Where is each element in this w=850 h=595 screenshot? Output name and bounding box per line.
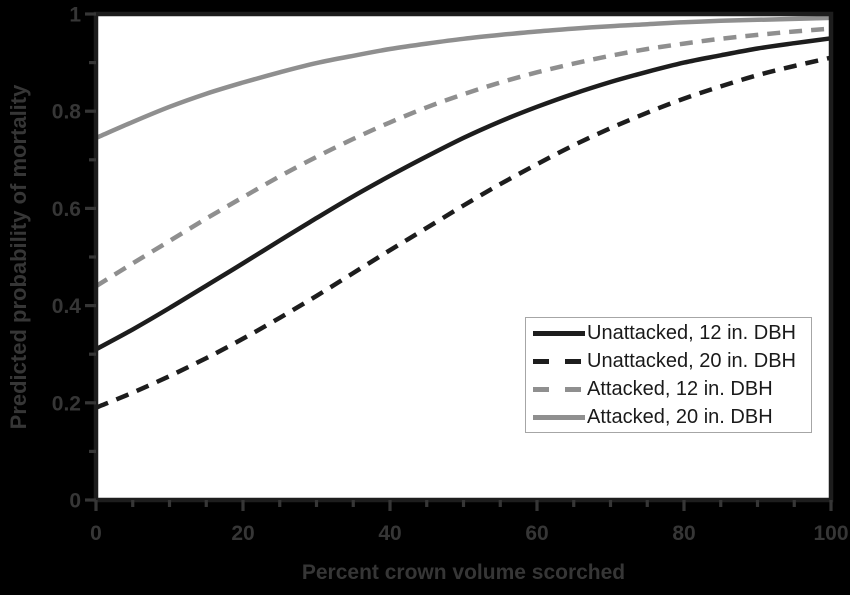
legend-box: Unattacked, 12 in. DBH Unattacked, 20 in… bbox=[525, 317, 812, 433]
legend-item: Attacked, 12 in. DBH bbox=[533, 376, 811, 402]
x-axis-title: Percent crown volume scorched bbox=[301, 561, 626, 584]
y-tick-label: 0.6 bbox=[52, 198, 81, 221]
curve-unattacked-20-in-dbh bbox=[95, 55, 832, 410]
x-tick-label: 0 bbox=[90, 522, 102, 545]
legend-label: Unattacked, 12 in. DBH bbox=[587, 322, 796, 344]
axis-ticks bbox=[85, 12, 833, 511]
legend-line-sample-black-dashed bbox=[533, 358, 585, 364]
curve-unattacked-12-in-dbh bbox=[94, 36, 832, 352]
curve-attacked-12-in-dbh bbox=[94, 26, 832, 289]
legend-label: Unattacked, 20 in. DBH bbox=[587, 350, 796, 372]
y-tick-label: 0 bbox=[69, 490, 81, 513]
curve-attacked-20-in-dbh bbox=[95, 15, 832, 140]
legend-item: Unattacked, 20 in. DBH bbox=[533, 348, 811, 374]
x-tick-label: 80 bbox=[672, 522, 695, 545]
y-tick-label: 1 bbox=[69, 4, 81, 27]
y-tick-label: 0.4 bbox=[52, 295, 82, 318]
legend-item: Attacked, 20 in. DBH bbox=[533, 404, 811, 430]
legend-line-sample-gray-solid bbox=[533, 414, 585, 420]
y-tick-label: 0.2 bbox=[52, 392, 81, 415]
legend-item: Unattacked, 12 in. DBH bbox=[533, 320, 811, 346]
x-tick-label: 60 bbox=[525, 522, 548, 545]
legend-line-sample-black-solid bbox=[533, 330, 585, 336]
tick-labels: 0 20 40 60 80 100 0 0.2 0.4 0.6 0.8 1 bbox=[52, 4, 849, 546]
x-tick-label: 40 bbox=[378, 522, 401, 545]
legend-line-sample-gray-dashed bbox=[533, 386, 585, 392]
y-tick-label: 0.8 bbox=[52, 101, 82, 124]
legend-label: Attacked, 20 in. DBH bbox=[587, 406, 773, 428]
legend-label: Attacked, 12 in. DBH bbox=[587, 378, 773, 400]
x-tick-label: 100 bbox=[813, 522, 848, 545]
y-axis-title: Predicted probability of mortality bbox=[6, 84, 31, 430]
x-tick-label: 20 bbox=[231, 522, 254, 545]
